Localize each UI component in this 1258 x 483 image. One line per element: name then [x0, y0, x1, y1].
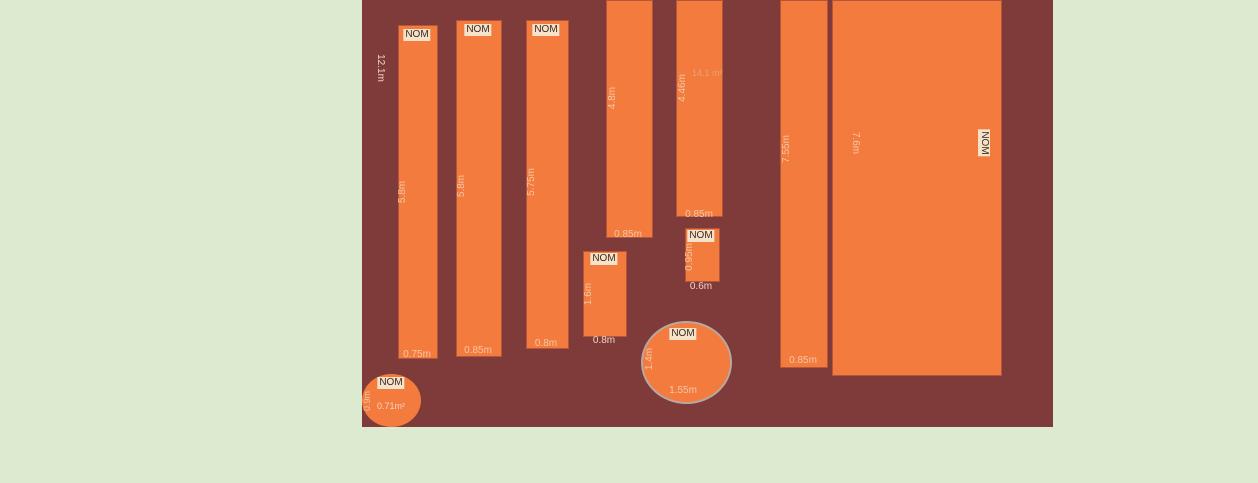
piece-3[interactable] [526, 20, 569, 349]
piece-7-height: 0.95m [684, 243, 695, 271]
piece-11-label: NOM [377, 377, 405, 389]
piece-9[interactable] [832, 0, 1002, 376]
board-height-label: 12.1m [375, 54, 386, 82]
piece-4-width: 0.85m [614, 229, 642, 240]
piece-3-width: 0.8m [534, 338, 558, 349]
piece-1-label: NOM [403, 29, 431, 41]
piece-8[interactable] [780, 0, 828, 368]
piece-5-height: 4.46m [677, 74, 688, 102]
piece-1-height: 5.8m [397, 180, 408, 204]
piece-7-width: 0.6m [689, 281, 713, 292]
piece-7-label: NOM [687, 230, 715, 242]
piece-6-width: 0.8m [592, 335, 616, 346]
piece-4-height: 4.8m [607, 86, 618, 110]
piece-9-label: NOM [978, 129, 990, 157]
piece-10-width: 1.55m [669, 385, 697, 396]
piece-11-area: 0.71m² [376, 401, 406, 411]
piece-8-width: 0.85m [789, 355, 817, 366]
piece-1-width: 0.75m [403, 349, 431, 360]
piece-6[interactable] [583, 251, 627, 337]
piece-6-height: 1.6m [583, 282, 594, 306]
piece-10-height: 1.4m [644, 347, 655, 371]
piece-4[interactable] [606, 0, 653, 238]
piece-2-width: 0.85m [464, 345, 492, 356]
piece-3-height: 5.75m [526, 168, 537, 196]
piece-8-height: 7.55m [781, 135, 792, 163]
piece-6-label: NOM [590, 253, 618, 265]
floor-plan-board: 12.1m NOM 5.8m 0.75m NOM 5.8m 0.85m NOM … [362, 0, 1053, 427]
piece-11-height: 0.9m [362, 390, 372, 412]
piece-2[interactable] [456, 20, 502, 357]
piece-3-label: NOM [532, 24, 560, 36]
piece-1[interactable] [398, 25, 438, 359]
piece-2-height: 5.8m [456, 174, 467, 198]
piece-2-label: NOM [464, 24, 492, 36]
piece-5-width: 0.85m [685, 209, 713, 220]
piece-5-area: 14.1 m² [692, 68, 723, 78]
piece-9-height: 7.6m [850, 131, 861, 155]
piece-5[interactable] [676, 0, 723, 217]
piece-10-label: NOM [669, 328, 697, 340]
